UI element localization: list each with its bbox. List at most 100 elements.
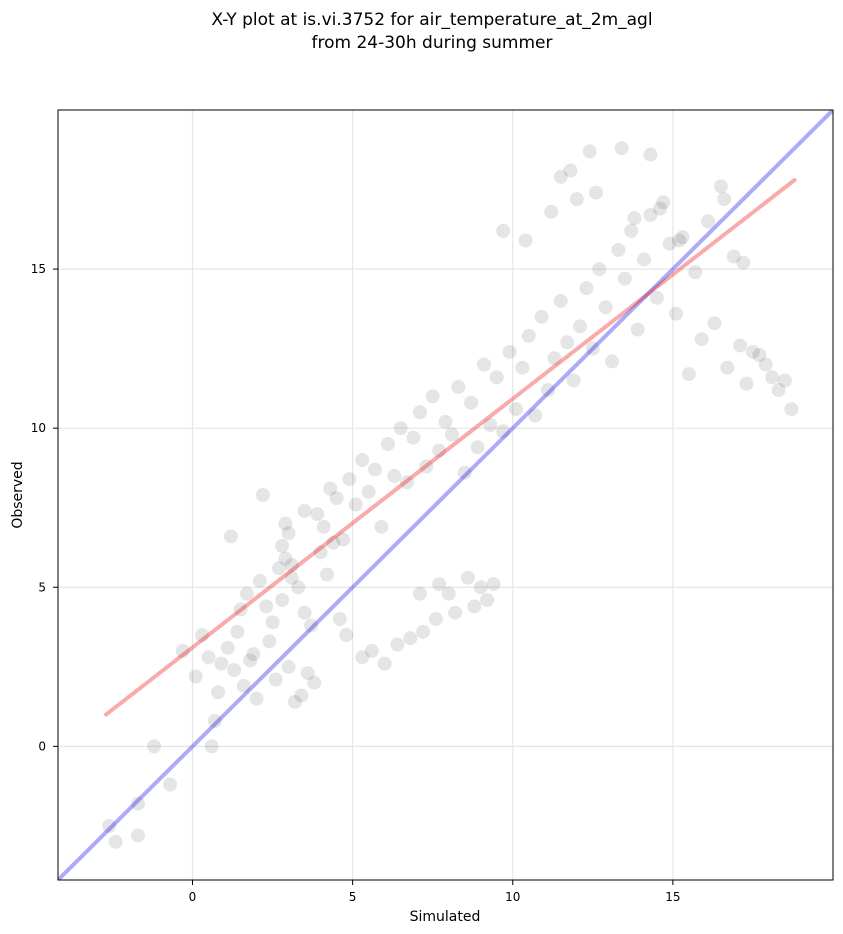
scatter-point — [457, 465, 472, 480]
scatter-point — [294, 688, 309, 703]
scatter-point — [569, 192, 584, 207]
scatter-point — [220, 640, 235, 655]
scatter-point — [547, 351, 562, 366]
scatter-point — [239, 586, 254, 601]
scatter-point — [131, 796, 146, 811]
scatter-point — [726, 249, 741, 264]
scatter-point — [243, 653, 258, 668]
scatter-point — [320, 567, 335, 582]
scatter-point — [518, 233, 533, 248]
scatter-point — [460, 570, 475, 585]
scatter-point — [480, 593, 495, 607]
scatter-point — [307, 675, 322, 690]
scatter-point — [733, 338, 748, 353]
scatter-point — [342, 472, 357, 487]
grid — [58, 110, 833, 880]
fit-lines — [58, 110, 833, 880]
plot-frame — [57, 109, 834, 881]
scatter-point — [476, 357, 491, 372]
scatter-point — [355, 650, 370, 665]
scatter-point — [102, 818, 117, 833]
chart-title: X-Y plot at is.vi.3752 for air_temperatu… — [211, 10, 652, 30]
scatter-point — [736, 255, 751, 270]
scatter-point — [336, 532, 351, 547]
scatter-point — [441, 586, 456, 601]
identity-line — [58, 110, 833, 880]
scatter-point — [720, 360, 735, 375]
scatter-point — [281, 526, 296, 541]
y-tick-label: 10 — [31, 421, 46, 435]
scatter-point — [310, 507, 325, 522]
scatter-point — [662, 236, 677, 251]
scatter-point — [108, 834, 123, 849]
scatter-point — [598, 300, 613, 315]
scatter-point — [624, 223, 639, 238]
scatter-point — [451, 379, 466, 394]
scatter-point — [175, 643, 190, 658]
scatter-point — [592, 262, 607, 277]
scatter-point — [653, 201, 668, 216]
scatter-point — [553, 169, 568, 184]
regression-line — [104, 178, 797, 717]
scatter-point — [605, 354, 620, 369]
scatter-point — [329, 491, 344, 506]
scatter-point — [643, 208, 658, 222]
scatter-point — [739, 376, 754, 391]
scatter-point — [675, 230, 690, 245]
scatter-point — [211, 685, 226, 700]
scatter-point — [579, 281, 594, 296]
scatter-point — [195, 628, 210, 642]
scatter-point — [380, 437, 395, 452]
scatter-point — [207, 713, 222, 728]
scatter-point — [268, 672, 283, 687]
scatter-point — [326, 535, 341, 550]
scatter-point — [630, 322, 645, 337]
y-axis-label: Observed — [10, 461, 26, 528]
scatter-point — [582, 144, 597, 159]
scatter-point — [688, 265, 703, 280]
scatter-point — [303, 618, 318, 633]
scatter-point — [470, 440, 485, 455]
scatter-point — [390, 637, 405, 652]
scatter-point — [438, 414, 453, 429]
scatter-point — [614, 141, 629, 156]
chart-subtitle: from 24-30h during summer — [312, 33, 553, 53]
scatter-point — [348, 497, 363, 512]
y-tick-label: 15 — [31, 262, 46, 276]
scatter-point — [214, 656, 229, 671]
scatter-point — [278, 516, 293, 531]
scatter-point — [627, 211, 642, 226]
x-tick-label: 0 — [189, 890, 197, 904]
scatter-point — [515, 360, 530, 375]
scatter-point — [573, 319, 588, 334]
x-tick-label: 5 — [349, 890, 357, 904]
scatter-point — [777, 373, 792, 388]
scatter-point — [771, 383, 786, 397]
scatter-point — [316, 519, 331, 534]
scatter-point — [669, 306, 684, 321]
scatter-point — [544, 204, 559, 219]
scatter-point — [284, 558, 299, 572]
scatter-point — [473, 580, 488, 595]
scatter-points — [102, 141, 799, 849]
scatter-point — [323, 481, 338, 496]
scatter-point — [230, 624, 245, 639]
scatter-point — [534, 309, 549, 324]
scatter-point — [784, 402, 799, 417]
scatter-point — [483, 418, 498, 432]
scatter-point — [528, 408, 543, 423]
scatter-point — [489, 370, 504, 385]
scatter-point — [281, 659, 296, 674]
scatter-point — [419, 459, 434, 474]
scatter-point — [339, 628, 354, 642]
scatter-point — [400, 475, 415, 490]
scatter-point — [585, 341, 600, 356]
scatter-point — [313, 545, 328, 560]
scatter-point — [444, 427, 459, 442]
scatter-point — [694, 332, 709, 347]
scatter-point — [672, 233, 687, 248]
scatter-point — [563, 163, 578, 178]
scatter-point — [464, 395, 479, 410]
